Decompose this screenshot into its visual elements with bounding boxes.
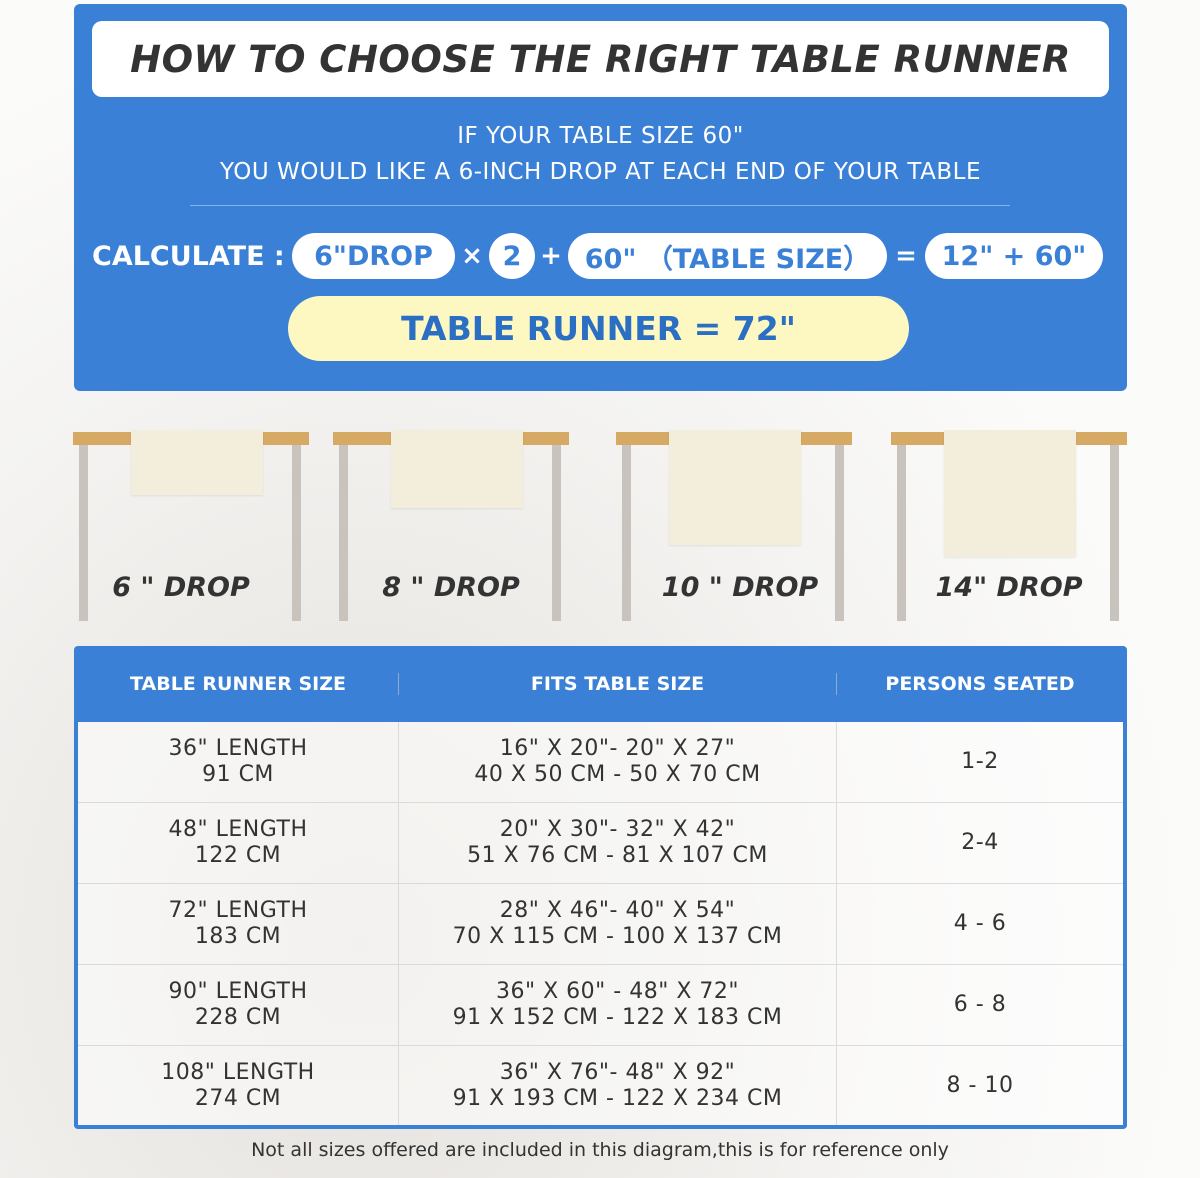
- fits-cm: 40 X 50 CM - 50 X 70 CM: [474, 762, 761, 787]
- table-leg: [897, 445, 906, 621]
- persons-cell: 2-4: [961, 830, 999, 855]
- fits-inches: 36" X 76"- 48" X 92": [499, 1060, 736, 1085]
- table-header: TABLE RUNNER SIZE FITS TABLE SIZE PERSON…: [78, 646, 1123, 722]
- length-in: 90" LENGTH: [168, 979, 308, 1004]
- table-leg: [1110, 445, 1119, 621]
- drop-label: 14" DROP: [935, 572, 1083, 603]
- runner-size-cell: 48" LENGTH 122 CM: [78, 803, 399, 883]
- equals-sign: =: [895, 241, 917, 271]
- intro-line-1: IF YOUR TABLE SIZE 60": [457, 123, 744, 149]
- header-fits-table: FITS TABLE SIZE: [399, 673, 837, 695]
- persons-cell: 8 - 10: [946, 1073, 1014, 1098]
- calculate-label: CALCULATE :: [92, 240, 285, 272]
- fits-cm: 91 X 152 CM - 122 X 183 CM: [452, 1005, 783, 1030]
- table-row: 72" LENGTH 183 CM 28" X 46"- 40" X 54" 7…: [78, 884, 1123, 965]
- table-leg: [552, 445, 561, 621]
- table-leg: [622, 445, 631, 621]
- table-row: 108" LENGTH 274 CM 36" X 76"- 48" X 92" …: [78, 1046, 1123, 1125]
- fits-inches: 16" X 20"- 20" X 27": [499, 736, 736, 761]
- runner-size-cell: 108" LENGTH 274 CM: [78, 1046, 399, 1125]
- plus-sign: +: [540, 241, 562, 271]
- drop-pill: 6"DROP: [292, 233, 455, 279]
- drop-label: 8 " DROP: [382, 572, 520, 603]
- table-row: 90" LENGTH 228 CM 36" X 60" - 48" X 72" …: [78, 965, 1123, 1046]
- sum-pill: 12" + 60": [925, 233, 1103, 279]
- table-leg: [835, 445, 844, 621]
- length-in: 72" LENGTH: [168, 898, 308, 923]
- fits-table-cell: 28" X 46"- 40" X 54" 70 X 115 CM - 100 X…: [399, 884, 837, 964]
- runner-drop: [131, 430, 263, 495]
- length-in: 48" LENGTH: [168, 817, 308, 842]
- runner-size-cell: 36" LENGTH 91 CM: [78, 722, 399, 802]
- table-row: 48" LENGTH 122 CM 20" X 30"- 32" X 42" 5…: [78, 803, 1123, 884]
- length-cm: 91 CM: [202, 762, 274, 787]
- persons-cell: 4 - 6: [953, 911, 1007, 936]
- length-cm: 183 CM: [194, 924, 282, 949]
- persons-cell: 6 - 8: [953, 992, 1007, 1017]
- runner-size-cell: 72" LENGTH 183 CM: [78, 884, 399, 964]
- length-cm: 274 CM: [194, 1086, 282, 1111]
- drop-label: 6 " DROP: [112, 572, 250, 603]
- drop-label: 10 " DROP: [661, 572, 819, 603]
- length-cm: 228 CM: [194, 1005, 282, 1030]
- table-size-pill: 60" （TABLE SIZE）: [568, 233, 887, 279]
- intro-line-2: YOU WOULD LIKE A 6-INCH DROP AT EACH END…: [219, 159, 982, 185]
- runner-size-cell: 90" LENGTH 228 CM: [78, 965, 399, 1045]
- table-leg: [339, 445, 348, 621]
- persons-cell: 1-2: [961, 749, 999, 774]
- length-in: 36" LENGTH: [168, 736, 308, 761]
- fits-inches: 20" X 30"- 32" X 42": [499, 817, 736, 842]
- runner-drop: [944, 430, 1076, 557]
- fits-table-cell: 36" X 60" - 48" X 72" 91 X 152 CM - 122 …: [399, 965, 837, 1045]
- page-title: HOW TO CHOOSE THE RIGHT TABLE RUNNER: [92, 21, 1109, 97]
- fits-inches: 28" X 46"- 40" X 54": [499, 898, 736, 923]
- fits-cm: 70 X 115 CM - 100 X 137 CM: [452, 924, 783, 949]
- length-cm: 122 CM: [194, 843, 282, 868]
- fits-inches: 36" X 60" - 48" X 72": [496, 979, 739, 1004]
- size-table: TABLE RUNNER SIZE FITS TABLE SIZE PERSON…: [74, 646, 1127, 1129]
- runner-drop: [669, 430, 801, 545]
- fits-table-cell: 16" X 20"- 20" X 27" 40 X 50 CM - 50 X 7…: [399, 722, 837, 802]
- table-row: 36" LENGTH 91 CM 16" X 20"- 20" X 27" 40…: [78, 722, 1123, 803]
- result-pill: TABLE RUNNER = 72": [288, 296, 909, 361]
- fits-cm: 91 X 193 CM - 122 X 234 CM: [452, 1086, 783, 1111]
- footnote: Not all sizes offered are included in th…: [251, 1139, 949, 1161]
- header-persons: PERSONS SEATED: [885, 673, 1075, 695]
- times-sign: ×: [461, 241, 483, 271]
- fits-cm: 51 X 76 CM - 81 X 107 CM: [467, 843, 768, 868]
- fits-table-cell: 20" X 30"- 32" X 42" 51 X 76 CM - 81 X 1…: [399, 803, 837, 883]
- runner-drop: [391, 430, 523, 508]
- table-leg: [79, 445, 88, 621]
- header-runner-size: TABLE RUNNER SIZE: [78, 673, 399, 695]
- divider: [190, 205, 1010, 206]
- length-in: 108" LENGTH: [161, 1060, 315, 1085]
- table-leg: [292, 445, 301, 621]
- multiplier-pill: 2: [489, 233, 535, 279]
- fits-table-cell: 36" X 76"- 48" X 92" 91 X 193 CM - 122 X…: [399, 1046, 837, 1125]
